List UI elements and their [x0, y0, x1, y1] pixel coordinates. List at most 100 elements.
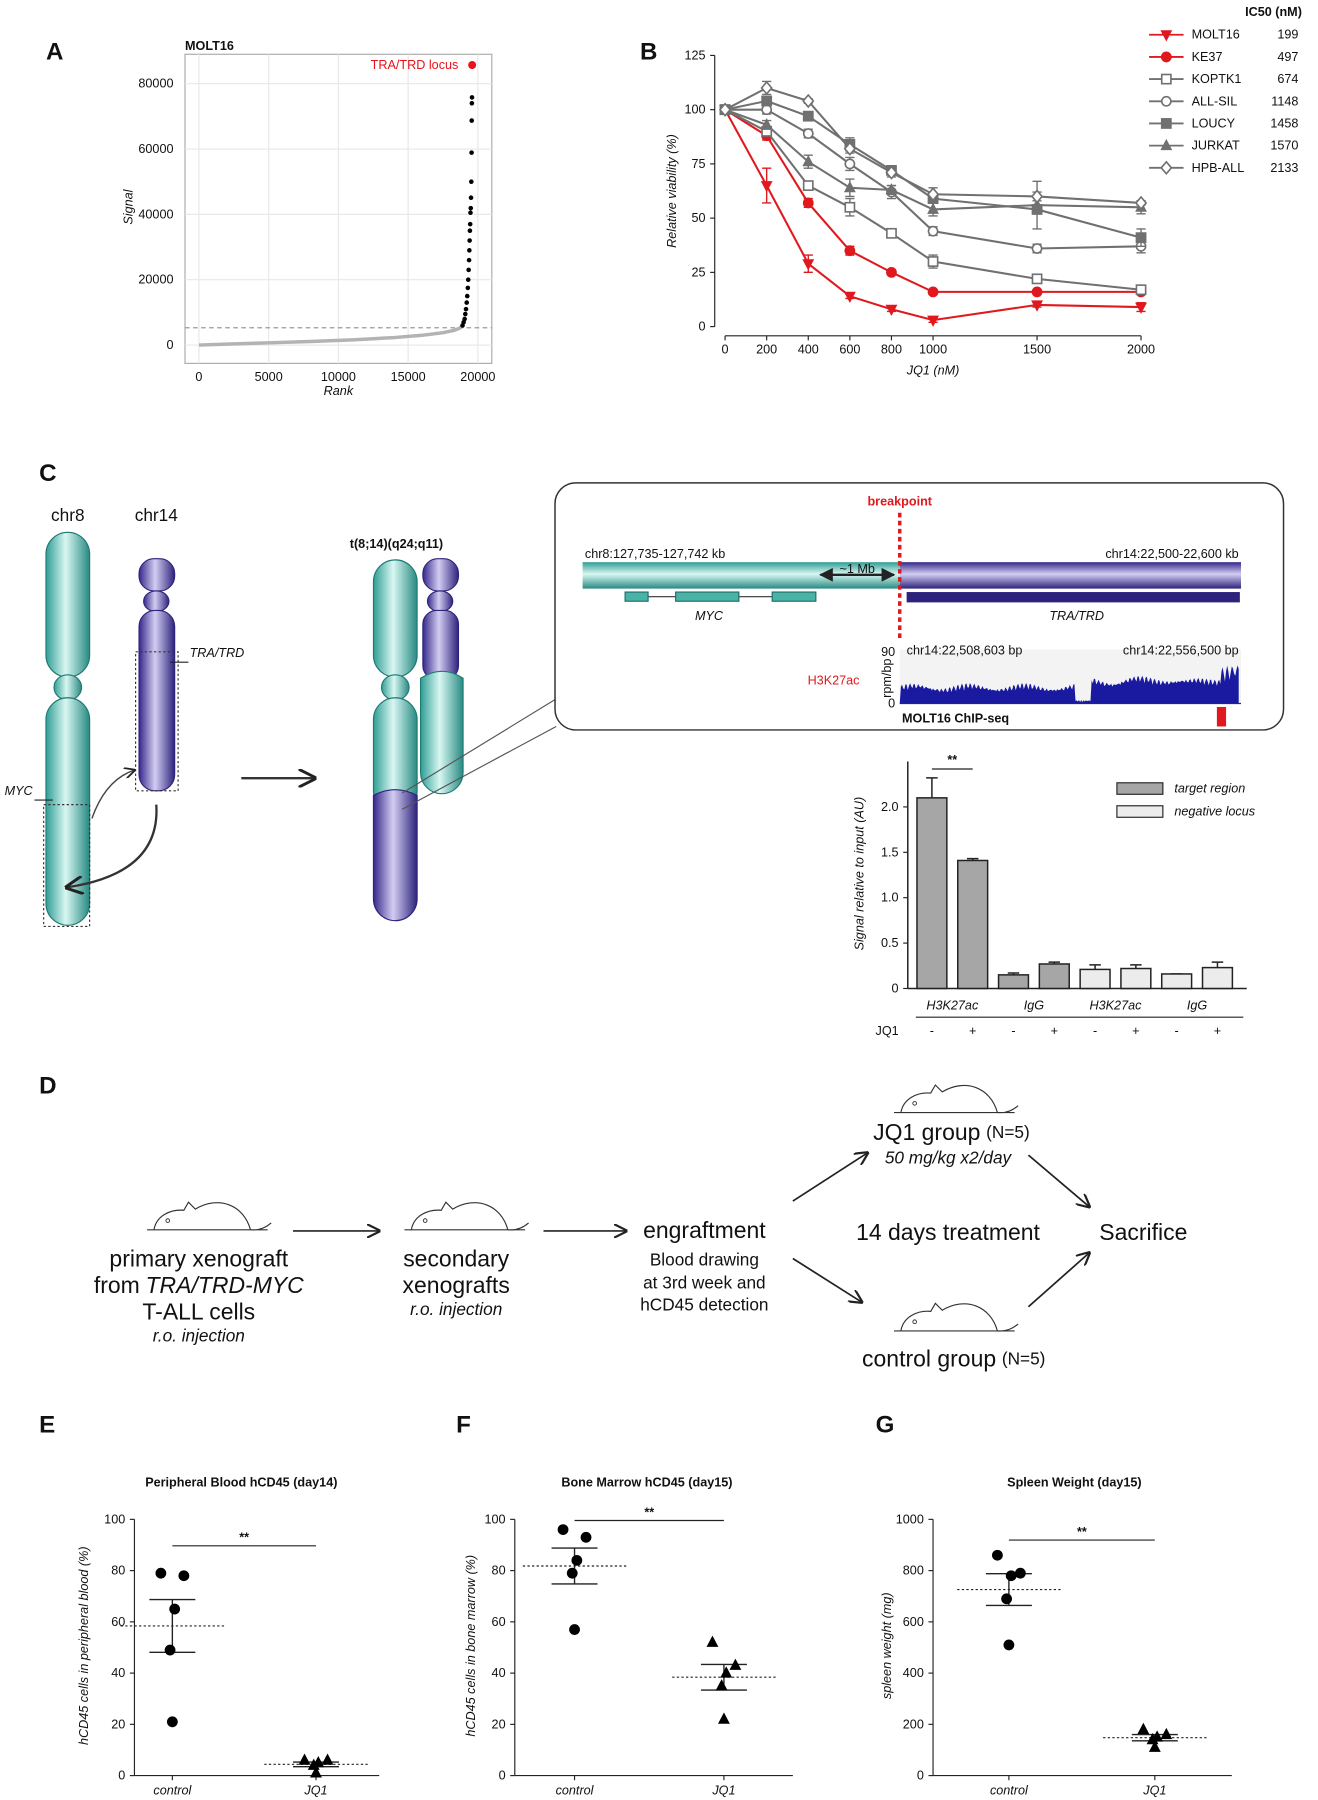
error-bar: [926, 777, 938, 798]
data-point: [164, 1644, 176, 1656]
y-axis-label: Signal relative to input (AU): [853, 797, 867, 951]
data-point: [178, 1570, 190, 1582]
locus-label: MYC: [5, 784, 34, 798]
track-coordinate: chr14:22,556,500 bp: [1123, 644, 1239, 658]
significance-label: **: [239, 1531, 249, 1545]
data-point: [760, 181, 773, 193]
data-point: [926, 187, 940, 202]
data-point: [927, 286, 939, 298]
mouse-icon: [404, 1201, 529, 1231]
data-point: [729, 1658, 742, 1670]
y-axis-label: hCD45 cells in bone marrow (%): [464, 1555, 478, 1737]
track-min: 0: [888, 697, 895, 711]
data-point: [571, 1554, 583, 1566]
y-tick-label: 0: [166, 338, 173, 352]
chr14-p-arm: [138, 558, 176, 592]
rank-point: [469, 118, 475, 123]
data-point: [717, 1712, 730, 1724]
legend-swatch: [1116, 805, 1164, 818]
rank-point: [469, 100, 475, 106]
flow-arrow: [1027, 1253, 1089, 1308]
y-tick-label: 60000: [138, 142, 173, 156]
step-text: T-ALL cells: [142, 1298, 255, 1324]
y-tick-label: 80: [492, 1564, 506, 1578]
group-size: (N=5): [1002, 1348, 1046, 1368]
data-point: [1134, 195, 1148, 211]
gene-exon: [624, 591, 649, 602]
legend-ic50: 497: [1277, 50, 1298, 64]
translocation-label: t(8;14)(q24;q11): [350, 537, 443, 551]
step-text: xenografts: [403, 1272, 510, 1298]
data-point: [1005, 1570, 1017, 1582]
data-point: [155, 1567, 167, 1579]
myc-region-box: [43, 804, 91, 928]
rank-point: [468, 195, 474, 201]
data-point: [927, 202, 939, 214]
y-tick-label: 1000: [896, 1512, 924, 1526]
breakpoint-label: breakpoint: [867, 494, 932, 508]
chr14-q-arm: [138, 609, 176, 792]
chromosome-label: chr14: [135, 505, 178, 525]
x-tick-label: +: [1132, 1024, 1139, 1038]
mouse-eye: [165, 1218, 171, 1223]
mouse-eye: [912, 1319, 917, 1325]
step-text: at 3rd week and: [643, 1273, 766, 1293]
data-point: [885, 183, 898, 195]
x-tick-label: 2000: [1127, 343, 1155, 357]
legend-label: KE37: [1192, 50, 1223, 64]
x-tick-label: 10000: [321, 370, 356, 384]
data-point: [843, 141, 856, 156]
zoom-line: [401, 725, 557, 810]
mouse-icon: [147, 1201, 272, 1231]
der14-q-arm: [422, 609, 460, 680]
data-point: [1137, 1722, 1150, 1734]
duration-text: 14 days treatment: [856, 1219, 1040, 1245]
legend-label: target region: [1174, 782, 1245, 796]
series-line: [724, 99, 1142, 239]
rank-point: [467, 221, 473, 227]
bar: [916, 797, 948, 990]
group-name: control group: [862, 1345, 996, 1371]
series-line: [725, 108, 1142, 250]
route-text: r.o. injection: [410, 1299, 502, 1319]
flow-arrow: [792, 1153, 868, 1202]
rank-point: [469, 150, 474, 155]
group-size: (N=5): [986, 1122, 1030, 1142]
data-point: [843, 180, 856, 193]
step-text: TRA/TRD-MYC: [146, 1272, 305, 1298]
zoom-line: [401, 698, 557, 794]
data-point: [927, 315, 939, 327]
step-text: from TRA/TRD-MYC: [94, 1272, 304, 1298]
gene-label: MYC: [695, 609, 724, 623]
region-marker: [1216, 706, 1227, 727]
y-tick-label: 800: [903, 1564, 924, 1578]
category-axis-label: JQ1: [876, 1024, 899, 1038]
mouse-eye: [912, 1101, 917, 1106]
chart-title: Peripheral Blood hCD45 (day14): [145, 1476, 337, 1490]
y-tick-label: 40: [492, 1666, 506, 1680]
y-tick-label: 80: [111, 1564, 125, 1578]
flow-arrow: [792, 1257, 862, 1303]
data-point: [992, 1549, 1003, 1561]
der14-p-arm: [422, 558, 460, 592]
series-line: [724, 108, 1142, 291]
mouse-icon: [893, 1084, 1019, 1114]
x-tick-label: control: [153, 1784, 192, 1798]
data-point: [1135, 302, 1147, 314]
legend-label: KOPTK1: [1192, 72, 1242, 86]
x-axis-label: Rank: [324, 384, 354, 398]
x-tick-label: 1500: [1023, 343, 1051, 357]
legend-marker: [1160, 73, 1172, 85]
bar: [957, 859, 989, 990]
x-tick-label: 600: [839, 343, 860, 357]
legend-label: HPB-ALL: [1192, 161, 1245, 175]
data-point: [927, 256, 939, 267]
y-tick-label: 100: [684, 103, 705, 117]
chr8-p-arm: [45, 531, 91, 678]
bar: [1079, 968, 1111, 990]
y-tick-label: 20: [492, 1717, 506, 1731]
y-tick-label: 60: [111, 1615, 125, 1629]
data-point: [1001, 1593, 1012, 1605]
data-point: [760, 118, 773, 130]
